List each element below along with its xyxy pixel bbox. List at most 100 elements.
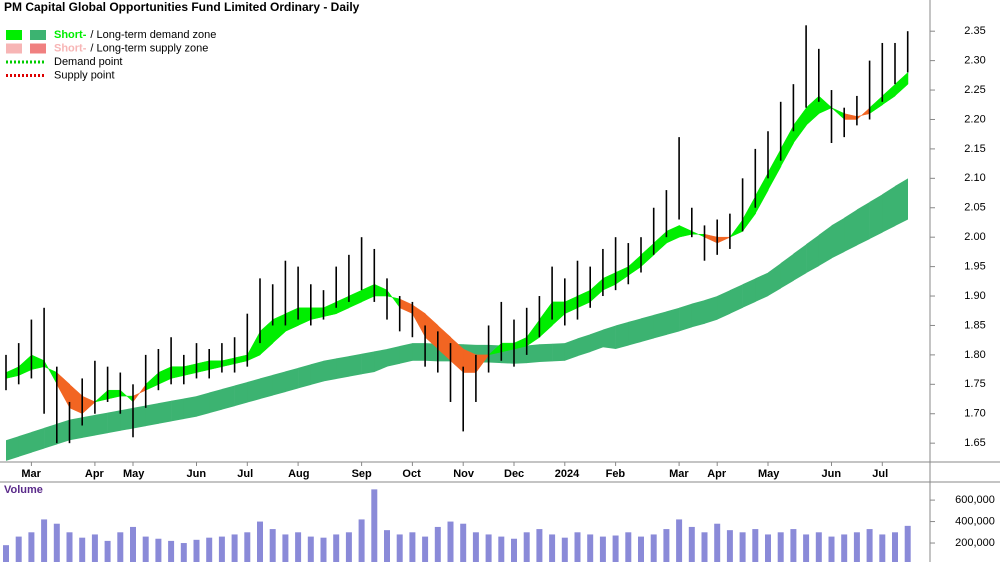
volume-bar <box>358 519 365 562</box>
y-tick-label: 1.75 <box>964 378 985 390</box>
volume-bar <box>803 534 810 562</box>
volume-bar <box>866 529 873 562</box>
volume-bar <box>726 530 733 562</box>
volume-bar <box>815 532 822 562</box>
long-term-band <box>793 244 807 281</box>
volume-bar <box>549 534 556 562</box>
x-tick-label: Jun <box>187 468 207 480</box>
x-tick-label: Sep <box>352 468 372 480</box>
volume-bar <box>688 526 695 562</box>
long-term-band <box>729 284 743 314</box>
volume-bar <box>739 532 746 562</box>
long-term-band <box>94 412 108 436</box>
y-tick-label: 1.85 <box>964 319 985 331</box>
legend-short: Short- <box>54 42 87 54</box>
long-term-band <box>768 263 781 297</box>
y-tick-label: 2.05 <box>964 202 985 214</box>
long-term-band <box>552 343 566 362</box>
volume-bar <box>879 534 886 562</box>
volume-bar <box>53 523 60 562</box>
volume-bar <box>396 534 403 562</box>
long-term-band <box>171 398 185 422</box>
volume-bar <box>904 525 911 562</box>
long-term-band <box>56 419 70 445</box>
volume-bars <box>3 489 911 562</box>
volume-bar <box>91 534 98 562</box>
short-term-band <box>894 71 909 97</box>
volume-bar <box>409 532 416 562</box>
long-term-band <box>361 351 375 375</box>
y-tick-label: 2.10 <box>964 172 985 184</box>
volume-bar <box>345 532 352 562</box>
long-term-band <box>196 392 210 417</box>
volume-bar <box>422 536 429 562</box>
long-term-band <box>742 278 756 308</box>
volume-bar <box>460 523 467 562</box>
long-term-band <box>882 185 896 233</box>
volume-bar <box>142 536 149 562</box>
long-term-band <box>628 318 642 346</box>
volume-bar <box>269 529 276 562</box>
long-term-band <box>323 358 337 382</box>
legend-label: Short- / Long-term supply zone <box>54 42 208 54</box>
short-term-band <box>767 148 782 191</box>
chart-title: PM Capital Global Opportunities Fund Lim… <box>4 0 360 14</box>
volume-bar <box>777 532 784 562</box>
long-term-band <box>602 325 616 350</box>
long-term-band <box>844 209 858 252</box>
long-term-band <box>641 314 654 342</box>
long-term-band <box>653 311 667 339</box>
volume-bar <box>3 545 9 562</box>
volume-bar <box>828 536 835 562</box>
volume-bar <box>498 536 505 562</box>
y-tick-label: 2.00 <box>964 231 985 243</box>
long-term-band <box>120 407 134 431</box>
volume-label: Volume <box>4 484 43 496</box>
x-tick-label: Jun <box>822 468 842 480</box>
long-term-band <box>158 400 172 424</box>
x-tick-label: Mar <box>669 468 689 480</box>
long-term-band <box>691 300 705 328</box>
long-term-band <box>183 396 197 420</box>
x-tick-label: Apr <box>707 468 727 480</box>
x-tick-label: 2024 <box>555 468 580 480</box>
volume-bar <box>485 534 492 562</box>
volume-bar <box>104 540 111 562</box>
long-term-band <box>856 201 870 246</box>
long-term-band <box>425 343 439 362</box>
x-tick-label: May <box>758 468 780 480</box>
x-tick-label: Apr <box>85 468 105 480</box>
y2-tick-label: 600,000 <box>955 494 995 506</box>
volume-bar <box>79 537 86 562</box>
x-tick-label: Jul <box>237 468 253 480</box>
legend-swatch <box>30 43 46 54</box>
long-term-band <box>412 343 426 361</box>
axes: Mar Apr May Jun Jul Aug Sep Oct Nov Dec 2024 Feb Mar… <box>21 25 994 549</box>
volume-bar <box>574 532 581 562</box>
volume-bar <box>447 521 454 562</box>
legend-short: Short- <box>54 29 87 41</box>
y-tick-label: 2.35 <box>964 25 985 37</box>
volume-bar <box>231 534 238 562</box>
volume-bar <box>511 538 517 562</box>
x-tick-label: Feb <box>606 468 626 480</box>
volume-bar <box>193 539 200 562</box>
volume-bar <box>638 536 644 562</box>
y-tick-label: 2.15 <box>964 143 985 155</box>
long-term-band <box>133 405 146 429</box>
y-tick-label: 2.20 <box>964 113 985 125</box>
x-tick-label: Mar <box>21 468 41 480</box>
legend-label: Supply point <box>54 69 115 81</box>
volume-bar <box>752 529 759 562</box>
long-term-band <box>336 356 350 380</box>
long-term-band <box>526 344 540 364</box>
volume-bar <box>155 538 162 562</box>
volume-bar <box>66 532 73 562</box>
volume-bar <box>625 532 632 562</box>
y-tick-label: 1.95 <box>964 261 985 273</box>
long-term-band <box>704 296 718 324</box>
legend-rest: / Long-term demand zone <box>90 29 216 41</box>
volume-bar <box>536 529 543 562</box>
long-term-band <box>831 217 845 259</box>
